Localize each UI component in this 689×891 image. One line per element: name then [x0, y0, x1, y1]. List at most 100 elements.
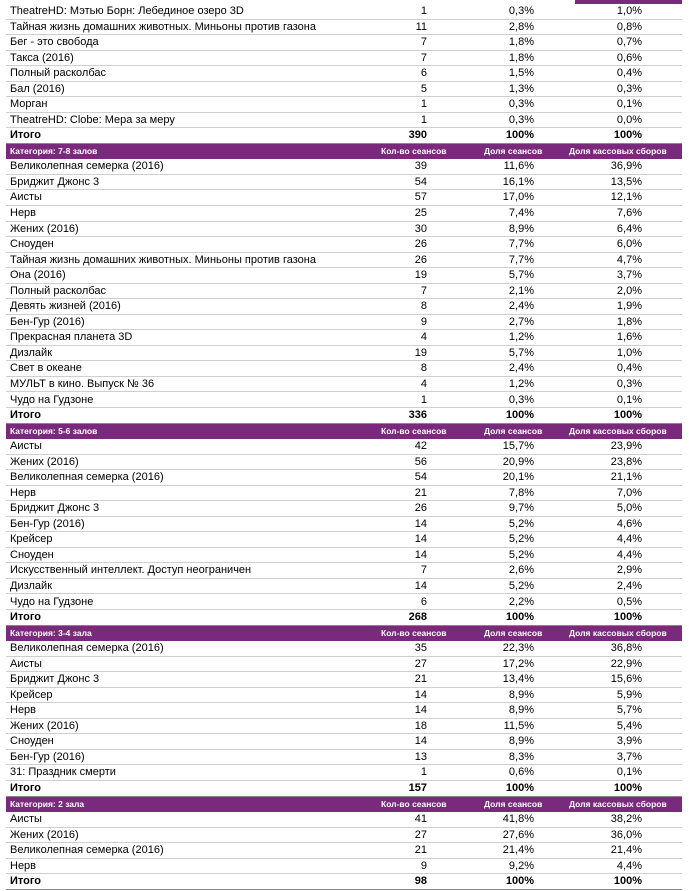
cell-value: 8,9% [508, 735, 534, 748]
cell-value: 22,9% [610, 657, 642, 670]
table-row: 31: Праздник смерти 1 0,6% 0,1% [6, 765, 682, 781]
total-value: 100% [613, 611, 642, 624]
cell-value: 39 [414, 160, 427, 173]
film-title: Крейсер [10, 688, 53, 701]
cell-value: 3,7% [616, 269, 642, 282]
table-row: Великолепная семерка (2016) 39 11,6% 36,9% [6, 159, 682, 175]
cell-value: 7,7% [508, 253, 534, 266]
cell-value: 0,6% [508, 766, 534, 779]
film-title: Жених (2016) [10, 222, 79, 235]
film-title: Бриджит Джонс 3 [10, 673, 100, 686]
cell-value: 0,6% [616, 51, 642, 64]
film-title: Аисты [10, 657, 42, 670]
film-title: Прекрасная планета 3D [10, 331, 133, 344]
cell-value: 27 [414, 657, 427, 670]
total-value: 157 [408, 782, 427, 794]
cell-value: 2,4% [508, 362, 534, 375]
film-title: Девять жизней (2016) [10, 300, 121, 313]
cell-value: 5,2% [508, 579, 534, 592]
category-title: Категория: 7-8 залов [10, 145, 98, 156]
film-title: Сноуден [10, 735, 54, 748]
film-title: Тайная жизнь домашних животных. Миньоны … [10, 253, 316, 266]
cell-value: 15,6% [610, 673, 642, 686]
table-row: Сноуден 14 8,9% 3,9% [6, 734, 682, 750]
table-row: Бег - это свобода 7 1,8% 0,7% [6, 35, 682, 51]
total-label: Итого [10, 129, 42, 142]
cell-value: 1,0% [616, 5, 642, 17]
table-row: Нерв 14 8,9% 5,7% [6, 703, 682, 719]
cell-value: 19 [414, 346, 427, 359]
cell-value: 0,0% [616, 113, 642, 126]
film-title: Жених (2016) [10, 828, 79, 841]
table-row: Она (2016) 19 5,7% 3,7% [6, 268, 682, 284]
total-row: Итого 390 100% 100% [6, 128, 682, 144]
cell-value: 4,4% [616, 859, 642, 872]
cell-value: 4,7% [616, 253, 642, 266]
cell-value: 38,2% [610, 813, 642, 826]
table-row: Свет в океане 8 2,4% 0,4% [6, 361, 682, 377]
cell-value: 0,4% [616, 67, 642, 80]
cell-value: 1,0% [616, 346, 642, 359]
cell-value: 16,1% [502, 175, 534, 188]
cell-value: 11 [415, 20, 427, 33]
cell-value: 2,0% [616, 284, 642, 297]
cell-value: 6 [420, 595, 427, 608]
film-title: Бег - это свобода [10, 36, 99, 49]
cell-value: 0,1% [616, 98, 642, 111]
film-title: Великолепная семерка (2016) [10, 471, 164, 484]
cell-value: 4,4% [616, 548, 642, 561]
column-header: Доля сеансов [484, 425, 543, 436]
film-title: Она (2016) [10, 269, 66, 282]
cell-value: 42 [414, 440, 427, 453]
total-label: Итого [10, 782, 42, 794]
cell-value: 21 [414, 673, 427, 686]
total-row: Итого 157 100% 100% [6, 781, 682, 797]
film-title: Бриджит Джонс 3 [10, 502, 100, 515]
table-row: Бен-Гур (2016) 9 2,7% 1,8% [6, 315, 682, 331]
film-title: Жених (2016) [10, 719, 79, 732]
total-value: 100% [505, 611, 534, 624]
cell-value: 7 [420, 284, 427, 297]
cell-value: 13,5% [610, 175, 642, 188]
cell-value: 23,9% [610, 440, 642, 453]
cell-value: 25 [414, 207, 427, 220]
cell-value: 0,7% [616, 36, 642, 49]
table-row: Сноуден 26 7,7% 6,0% [6, 237, 682, 253]
cell-value: 36,9% [610, 160, 642, 173]
table-row: Крейсер 14 8,9% 5,9% [6, 688, 682, 704]
cell-value: 9,7% [508, 502, 534, 515]
total-label: Итого [10, 409, 42, 422]
cell-value: 21,4% [502, 844, 534, 857]
cell-value: 14 [414, 704, 427, 717]
table-row: Жених (2016) 30 8,9% 6,4% [6, 222, 682, 238]
cell-value: 1 [420, 5, 427, 17]
category-title: Категория: 3-4 зала [10, 627, 92, 638]
cell-value: 17,2% [502, 657, 534, 670]
cell-value: 13 [414, 750, 427, 763]
column-header: Кол-во сеансов [381, 798, 447, 809]
film-title: Великолепная семерка (2016) [10, 844, 164, 857]
cell-value: 17,0% [502, 191, 534, 204]
film-title: Аисты [10, 191, 42, 204]
film-title: Нерв [10, 704, 37, 717]
column-header: Доля кассовых сборов [569, 798, 667, 809]
cell-value: 8,9% [508, 704, 534, 717]
film-title: Аисты [10, 813, 42, 826]
table-row: Бен-Гур (2016) 13 8,3% 3,7% [6, 750, 682, 766]
total-row: Итого 268 100% 100% [6, 610, 682, 626]
table-row: Нерв 9 9,2% 4,4% [6, 859, 682, 875]
cell-value: 1,2% [508, 331, 534, 344]
cell-value: 13,4% [502, 673, 534, 686]
cell-value: 41 [414, 813, 427, 826]
cell-value: 5,7% [508, 346, 534, 359]
cell-value: 5,2% [508, 517, 534, 530]
cell-value: 26 [414, 238, 427, 251]
cell-value: 7,8% [508, 486, 534, 499]
table-row: Жених (2016) 56 20,9% 23,8% [6, 455, 682, 471]
cell-value: 0,1% [616, 766, 642, 779]
total-row: Итого 336 100% 100% [6, 408, 682, 424]
film-title: TheatreHD: Мэтью Борн: Лебединое озеро 3… [10, 5, 244, 17]
cell-value: 2,4% [508, 300, 534, 313]
section-header: Категория: 7-8 залов Кол-во сеансов Доля с… [6, 143, 682, 160]
table-row: Великолепная семерка (2016) 21 21,4% 21,4% [6, 843, 682, 859]
